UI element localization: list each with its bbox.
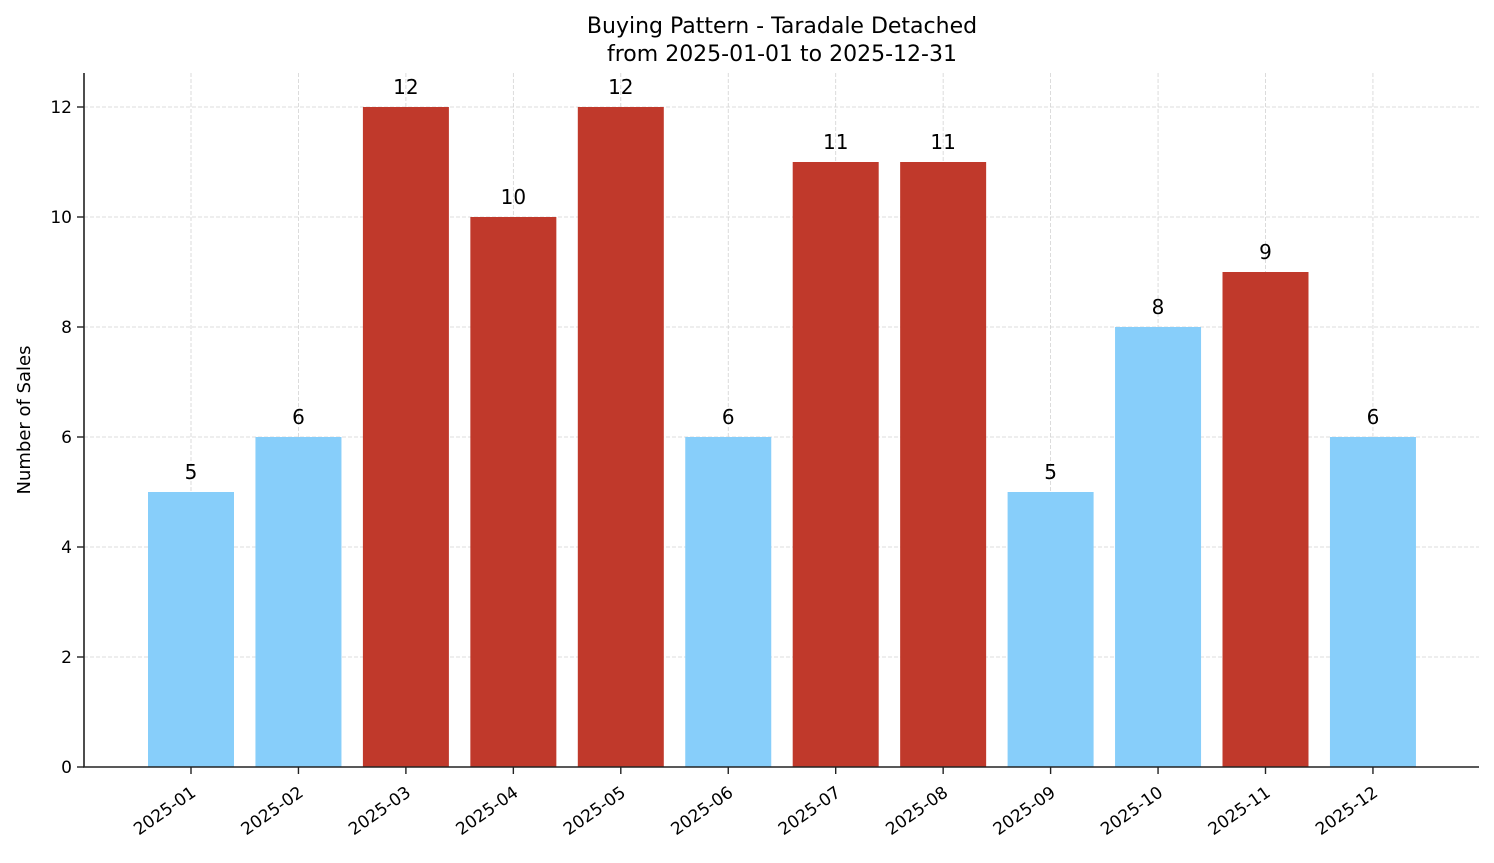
bar-2025-12 — [1329, 437, 1416, 767]
x-tick-label: 2025-02 — [238, 783, 308, 840]
y-tick-label: 0 — [61, 758, 72, 778]
x-tick-label: 2025-06 — [667, 783, 737, 840]
bar-value-label: 11 — [930, 130, 955, 154]
y-tick-label: 2 — [61, 648, 72, 668]
y-tick-label: 8 — [61, 318, 72, 338]
x-tick-label: 2025-05 — [560, 783, 630, 840]
y-axis-ticks: 0 2 4 6 8 10 12 — [50, 98, 84, 778]
axes — [83, 73, 1479, 768]
bar-value-label: 11 — [823, 130, 848, 154]
bar-2025-05 — [577, 107, 664, 767]
bar-value-label: 6 — [722, 405, 735, 429]
chart-title: Buying Pattern - Taradale Detached — [587, 14, 977, 39]
bar-2025-07 — [792, 162, 879, 767]
bar-2025-06 — [685, 437, 772, 767]
x-tick-label: 2025-09 — [990, 783, 1060, 840]
y-tick-label: 6 — [61, 428, 72, 448]
x-tick-label: 2025-11 — [1205, 783, 1275, 840]
bar-value-label: 12 — [608, 75, 633, 99]
bar-2025-01 — [148, 492, 234, 767]
x-tick-label: 2025-04 — [453, 783, 523, 840]
bars: 5 6 12 10 12 6 11 11 5 8 9 6 — [148, 75, 1416, 767]
x-axis-ticks: 2025-01 2025-02 2025-03 2025-04 2025-05 2025-… — [130, 767, 1382, 840]
bar-2025-02 — [255, 437, 342, 767]
bar-value-label: 10 — [501, 185, 526, 209]
x-tick-label: 2025-10 — [1097, 783, 1167, 840]
bar-2025-11 — [1222, 272, 1309, 767]
bar-2025-09 — [1007, 492, 1094, 767]
bar-2025-03 — [362, 107, 449, 767]
bar-value-label: 5 — [1044, 460, 1057, 484]
y-tick-label: 12 — [50, 98, 72, 118]
bar-value-label: 6 — [292, 405, 305, 429]
y-tick-label: 10 — [50, 208, 72, 228]
chart-subtitle: from 2025-01-01 to 2025-12-31 — [607, 42, 957, 67]
bar-value-label: 12 — [393, 75, 418, 99]
bar-value-label: 8 — [1152, 295, 1165, 319]
bar-value-label: 6 — [1367, 405, 1380, 429]
bar-2025-10 — [1115, 327, 1202, 767]
y-tick-label: 4 — [61, 538, 72, 558]
bar-value-label: 9 — [1259, 240, 1272, 264]
y-axis-label: Number of Sales — [14, 345, 35, 494]
x-tick-label: 2025-07 — [775, 783, 845, 840]
bar-2025-08 — [900, 162, 987, 767]
x-tick-label: 2025-12 — [1312, 783, 1382, 840]
bar-2025-04 — [470, 217, 557, 767]
bar-value-label: 5 — [185, 460, 198, 484]
x-tick-label: 2025-01 — [130, 783, 200, 840]
x-tick-label: 2025-08 — [882, 783, 952, 840]
x-tick-label: 2025-03 — [345, 783, 415, 840]
